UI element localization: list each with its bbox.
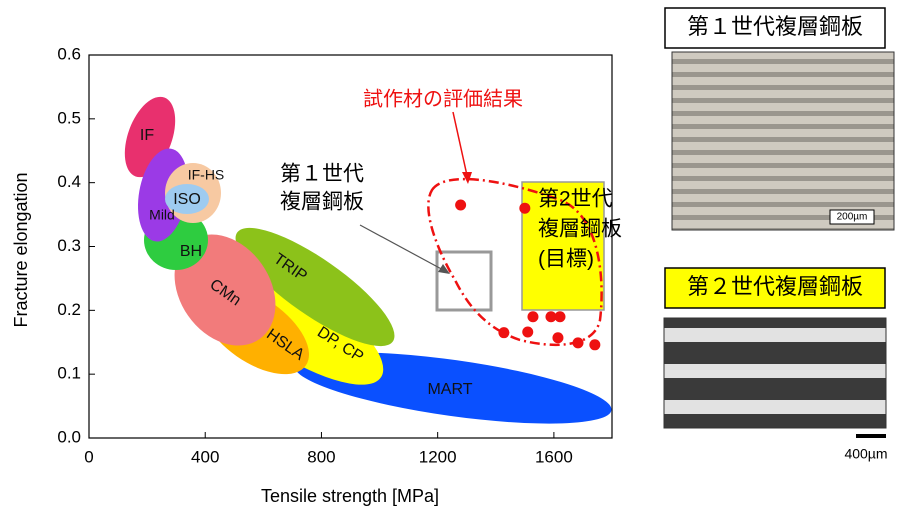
data-point	[573, 337, 584, 348]
y-tick-label: 0.6	[57, 44, 81, 63]
micrograph	[672, 52, 894, 230]
data-point	[455, 200, 466, 211]
scale-bar	[856, 434, 886, 438]
panel-title: 第２世代複層鋼板	[687, 274, 863, 299]
data-point	[522, 327, 533, 338]
y-tick-label: 0.2	[57, 300, 81, 319]
arrow	[453, 112, 468, 180]
scale-label: 400µm	[844, 446, 887, 462]
region-label: IF	[140, 127, 154, 144]
y-tick-label: 0.0	[57, 427, 81, 446]
region-label: Mild	[149, 207, 175, 223]
data-point	[589, 339, 600, 350]
annotation: (目標)	[538, 248, 594, 271]
region-label: IF-HS	[188, 167, 225, 183]
x-tick-label: 400	[191, 447, 219, 466]
region-label: ISO	[173, 191, 201, 208]
data-point	[552, 332, 563, 343]
annotation: 第１世代	[280, 163, 364, 186]
y-axis-label: Fracture elongation	[11, 172, 31, 327]
region-label: BH	[180, 243, 202, 260]
x-tick-label: 800	[307, 447, 335, 466]
y-tick-label: 0.4	[57, 172, 81, 191]
scale-label: 200µm	[837, 212, 868, 223]
panel-title: 第１世代複層鋼板	[687, 14, 863, 39]
y-tick-label: 0.5	[57, 108, 81, 127]
x-axis-label: Tensile strength [MPa]	[261, 486, 439, 506]
micrograph	[664, 318, 886, 428]
region-label: MART	[427, 381, 472, 398]
data-point	[554, 311, 565, 322]
y-tick-label: 0.1	[57, 364, 81, 383]
page: Tensile strength [MPa] Fracture elongati…	[0, 0, 900, 513]
y-tick-label: 0.3	[57, 236, 81, 255]
x-tick-label: 1200	[419, 447, 457, 466]
series-label: 試作材の評価結果	[363, 87, 523, 110]
annotation: 複層鋼板	[538, 218, 622, 241]
data-point	[498, 327, 509, 338]
x-tick-label: 0	[84, 447, 93, 466]
data-point	[527, 311, 538, 322]
annotation: 複層鋼板	[280, 191, 364, 214]
annotation: 第2世代	[538, 188, 613, 211]
data-point	[519, 203, 530, 214]
gen1-box	[437, 252, 491, 310]
x-tick-label: 1600	[535, 447, 573, 466]
